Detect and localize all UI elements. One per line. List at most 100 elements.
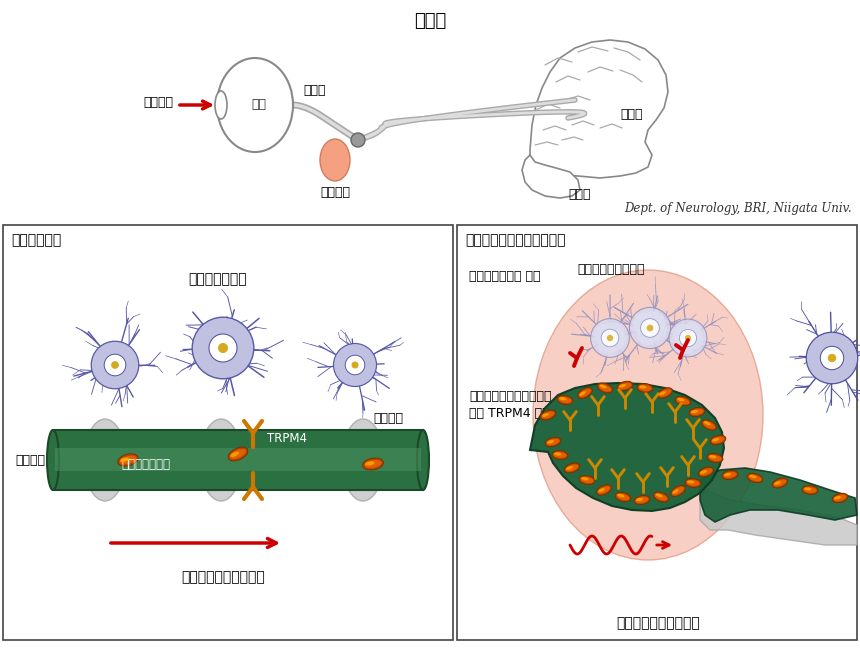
Ellipse shape bbox=[655, 493, 662, 497]
Ellipse shape bbox=[107, 346, 132, 372]
Ellipse shape bbox=[654, 492, 669, 502]
Ellipse shape bbox=[683, 330, 703, 350]
Ellipse shape bbox=[659, 391, 666, 395]
Text: 視神経: 視神経 bbox=[304, 84, 326, 97]
Ellipse shape bbox=[554, 452, 562, 456]
Ellipse shape bbox=[547, 439, 559, 445]
Ellipse shape bbox=[689, 408, 705, 417]
Ellipse shape bbox=[676, 333, 697, 354]
Ellipse shape bbox=[594, 324, 615, 345]
Ellipse shape bbox=[724, 473, 731, 476]
Text: 異常な視神経の軸索流: 異常な視神経の軸索流 bbox=[616, 616, 700, 630]
Circle shape bbox=[218, 343, 228, 353]
Text: アストロサイト: アストロサイト bbox=[188, 272, 248, 286]
Ellipse shape bbox=[673, 324, 693, 345]
Ellipse shape bbox=[691, 409, 703, 415]
Polygon shape bbox=[530, 383, 724, 511]
Ellipse shape bbox=[215, 91, 227, 119]
Ellipse shape bbox=[633, 313, 655, 335]
Ellipse shape bbox=[825, 346, 853, 374]
Ellipse shape bbox=[542, 413, 549, 417]
Ellipse shape bbox=[811, 339, 839, 367]
Ellipse shape bbox=[619, 384, 626, 387]
Ellipse shape bbox=[566, 465, 578, 471]
Ellipse shape bbox=[636, 498, 643, 501]
Polygon shape bbox=[530, 40, 668, 178]
Ellipse shape bbox=[702, 420, 716, 430]
Ellipse shape bbox=[558, 397, 572, 403]
Ellipse shape bbox=[557, 395, 573, 404]
Ellipse shape bbox=[802, 486, 818, 495]
Ellipse shape bbox=[700, 469, 712, 476]
Ellipse shape bbox=[579, 475, 595, 484]
Ellipse shape bbox=[641, 318, 660, 337]
Ellipse shape bbox=[617, 494, 624, 497]
Ellipse shape bbox=[815, 351, 844, 379]
Ellipse shape bbox=[118, 454, 138, 466]
Ellipse shape bbox=[832, 493, 848, 502]
Ellipse shape bbox=[723, 472, 736, 478]
Text: 変性ミトコンドリア集積: 変性ミトコンドリア集積 bbox=[469, 390, 551, 403]
Ellipse shape bbox=[681, 322, 702, 343]
Text: 視覚路: 視覚路 bbox=[414, 12, 446, 30]
Ellipse shape bbox=[230, 452, 239, 457]
Ellipse shape bbox=[803, 487, 816, 493]
Ellipse shape bbox=[217, 58, 293, 152]
Ellipse shape bbox=[566, 466, 573, 470]
Ellipse shape bbox=[605, 329, 626, 350]
Ellipse shape bbox=[712, 438, 719, 441]
Ellipse shape bbox=[230, 449, 246, 459]
Ellipse shape bbox=[95, 348, 121, 374]
Ellipse shape bbox=[108, 354, 134, 380]
Ellipse shape bbox=[365, 462, 374, 465]
Text: 視神経炎: 視神経炎 bbox=[320, 186, 350, 199]
Ellipse shape bbox=[618, 383, 631, 389]
Text: 正常な視神経の軸索流: 正常な視神経の軸索流 bbox=[181, 570, 265, 584]
Ellipse shape bbox=[820, 346, 844, 370]
Ellipse shape bbox=[658, 388, 673, 398]
Text: ミエリン: ミエリン bbox=[373, 412, 403, 425]
Ellipse shape bbox=[104, 354, 126, 376]
Ellipse shape bbox=[598, 488, 605, 492]
Ellipse shape bbox=[710, 455, 716, 458]
Ellipse shape bbox=[637, 322, 660, 345]
Ellipse shape bbox=[710, 436, 726, 445]
Ellipse shape bbox=[636, 497, 648, 503]
Text: 視覚刺激: 視覚刺激 bbox=[143, 96, 173, 109]
Ellipse shape bbox=[554, 452, 567, 458]
Ellipse shape bbox=[707, 454, 723, 463]
Ellipse shape bbox=[686, 480, 699, 486]
Polygon shape bbox=[700, 490, 857, 545]
Ellipse shape bbox=[580, 391, 586, 396]
Ellipse shape bbox=[540, 410, 556, 420]
Circle shape bbox=[111, 361, 119, 369]
Ellipse shape bbox=[700, 470, 707, 474]
Ellipse shape bbox=[687, 480, 694, 484]
Circle shape bbox=[828, 354, 836, 362]
Ellipse shape bbox=[597, 485, 611, 495]
Ellipse shape bbox=[192, 317, 254, 379]
Ellipse shape bbox=[578, 387, 593, 398]
Ellipse shape bbox=[347, 347, 371, 371]
Ellipse shape bbox=[709, 455, 722, 461]
Ellipse shape bbox=[345, 355, 365, 375]
Ellipse shape bbox=[659, 389, 671, 396]
Ellipse shape bbox=[365, 460, 382, 468]
Ellipse shape bbox=[417, 430, 429, 490]
Ellipse shape bbox=[671, 486, 685, 497]
Text: 視放線: 視放線 bbox=[620, 109, 642, 122]
Ellipse shape bbox=[120, 458, 129, 462]
Ellipse shape bbox=[654, 493, 667, 501]
Ellipse shape bbox=[349, 355, 372, 379]
Ellipse shape bbox=[711, 437, 724, 443]
Ellipse shape bbox=[603, 322, 624, 343]
Ellipse shape bbox=[617, 494, 630, 500]
Ellipse shape bbox=[545, 437, 561, 447]
Polygon shape bbox=[522, 155, 580, 198]
Text: 神経軸索: 神経軸索 bbox=[15, 454, 45, 467]
Ellipse shape bbox=[559, 397, 567, 400]
Ellipse shape bbox=[564, 463, 580, 473]
Ellipse shape bbox=[639, 385, 646, 389]
Ellipse shape bbox=[638, 385, 652, 391]
Ellipse shape bbox=[634, 495, 650, 504]
